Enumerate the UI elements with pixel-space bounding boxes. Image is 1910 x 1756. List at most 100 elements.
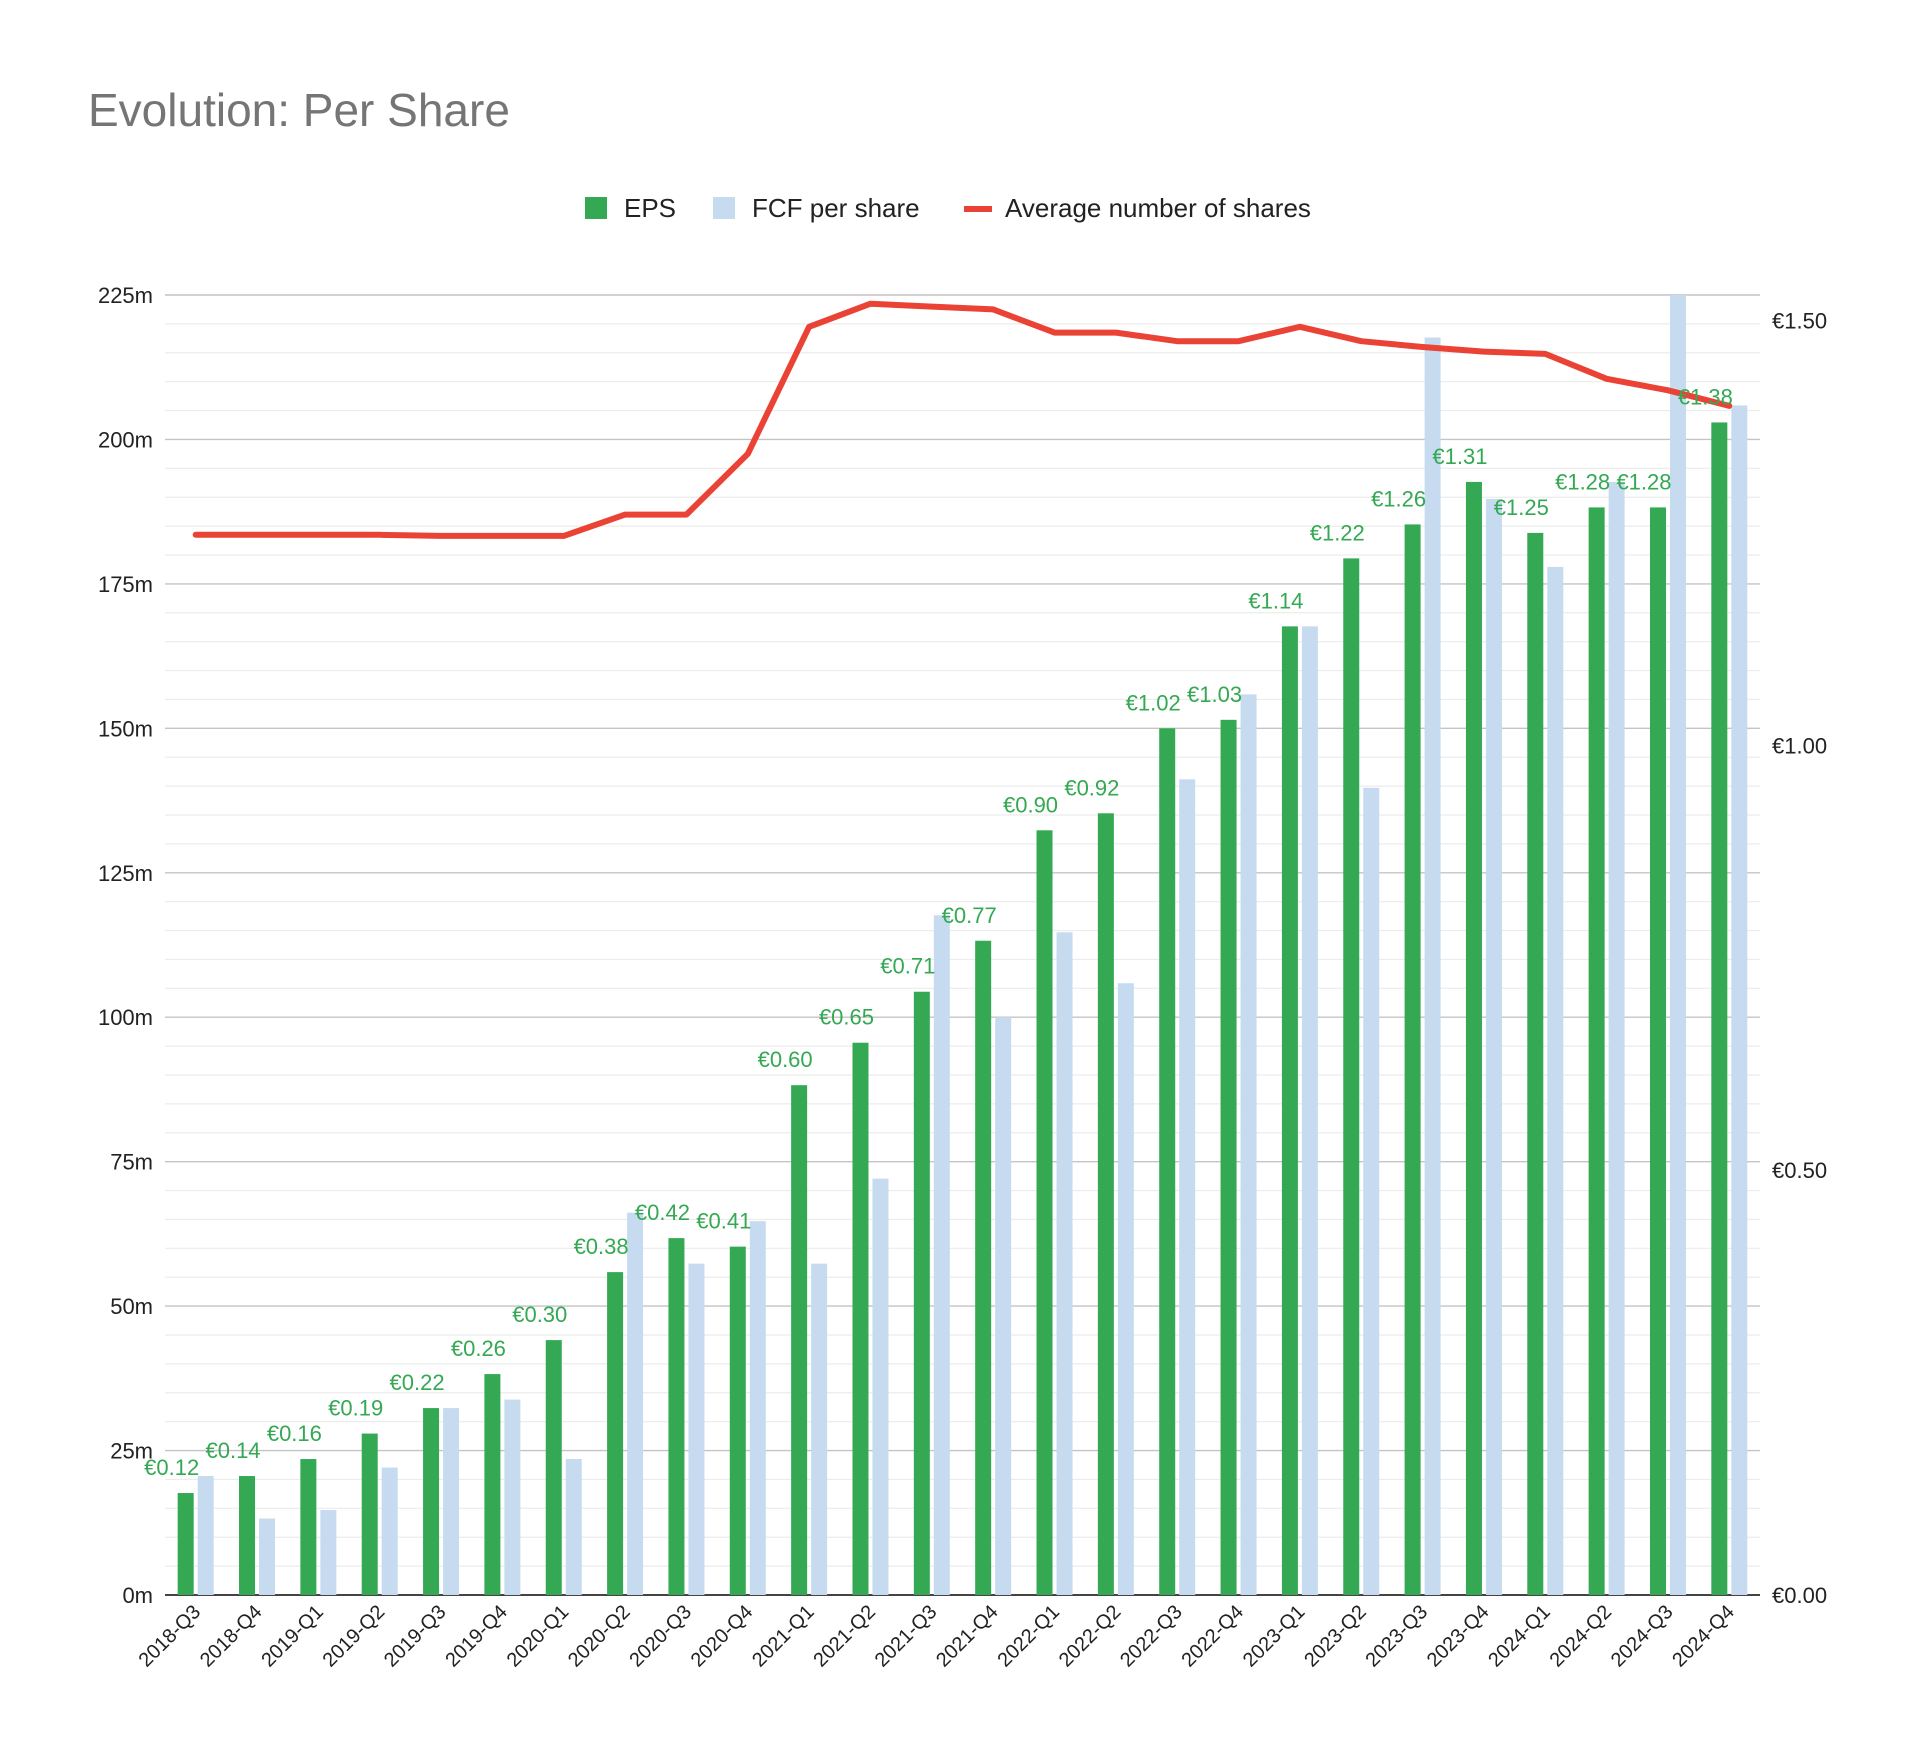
fcf-bar xyxy=(320,1510,337,1595)
x-tick-label: 2022-Q2 xyxy=(1055,1601,1126,1672)
x-tick-label: 2024-Q4 xyxy=(1668,1601,1739,1672)
fcf-bar xyxy=(259,1518,276,1595)
left-tick-label: 225m xyxy=(98,283,153,308)
left-tick-label: 125m xyxy=(98,861,153,886)
eps-bar xyxy=(1465,481,1482,1595)
eps-bar xyxy=(729,1246,746,1595)
eps-data-label: €1.03 xyxy=(1187,682,1242,707)
x-tick-label: 2022-Q4 xyxy=(1177,1601,1248,1672)
fcf-bar xyxy=(381,1467,398,1595)
fcf-bar xyxy=(1301,626,1318,1595)
eps-data-label: €1.22 xyxy=(1310,520,1365,545)
right-axis-ticks: €0.00 €0.50 €1.00 €1.50 xyxy=(1772,308,1827,1608)
x-tick-label: 2024-Q3 xyxy=(1607,1601,1678,1672)
fcf-bar xyxy=(1240,694,1257,1595)
left-tick-label: 25m xyxy=(110,1439,153,1464)
eps-data-label: €0.41 xyxy=(696,1209,751,1234)
fcf-bar xyxy=(504,1399,521,1595)
eps-bar xyxy=(423,1408,440,1595)
eps-data-label: €0.42 xyxy=(635,1200,690,1225)
x-tick-label: 2021-Q2 xyxy=(809,1601,880,1672)
x-tick-label: 2022-Q3 xyxy=(1116,1601,1187,1672)
fcf-bar xyxy=(197,1476,214,1595)
x-tick-label: 2023-Q2 xyxy=(1300,1601,1371,1672)
fcf-bar xyxy=(1117,983,1134,1595)
legend-item-fcf[interactable]: FCF per share xyxy=(713,193,920,223)
legend-item-eps[interactable]: EPS xyxy=(585,193,676,223)
fcf-bar xyxy=(995,1017,1012,1595)
left-tick-label: 50m xyxy=(110,1294,153,1319)
x-tick-label: 2023-Q3 xyxy=(1362,1601,1433,1672)
eps-data-label: €0.26 xyxy=(451,1336,506,1361)
eps-bar xyxy=(1220,719,1237,1595)
right-tick-label: €1.00 xyxy=(1772,733,1827,758)
fcf-bar xyxy=(688,1263,705,1595)
legend-swatch-fcf xyxy=(713,197,735,219)
eps-bar xyxy=(975,940,992,1595)
left-axis-ticks: 0m 25m 50m 75m 100m 125m 150m 175m 200m 225m xyxy=(98,283,153,1608)
fcf-bar xyxy=(1669,295,1686,1595)
x-tick-label: 2020-Q4 xyxy=(687,1601,758,1672)
shares-line xyxy=(192,300,1733,539)
left-tick-label: 100m xyxy=(98,1005,153,1030)
x-tick-label: 2019-Q3 xyxy=(380,1601,451,1672)
eps-bar xyxy=(913,991,930,1595)
eps-bar xyxy=(1527,532,1544,1596)
left-tick-label: 0m xyxy=(122,1583,153,1608)
eps-bar xyxy=(1711,422,1728,1596)
eps-data-label: €1.38 xyxy=(1678,384,1733,409)
x-axis-ticks: 2018-Q32018-Q42019-Q12019-Q22019-Q32019-… xyxy=(135,1601,1739,1672)
x-tick-label: 2023-Q1 xyxy=(1239,1601,1310,1672)
legend-item-shares[interactable]: Average number of shares xyxy=(964,193,1311,223)
x-tick-label: 2021-Q3 xyxy=(871,1601,942,1672)
fcf-bar xyxy=(1056,932,1073,1595)
fcf-bar xyxy=(1547,566,1564,1595)
x-tick-label: 2024-Q2 xyxy=(1546,1601,1617,1672)
shares-line-layer xyxy=(192,300,1733,539)
legend: EPS FCF per share Average number of shar… xyxy=(585,193,1311,223)
eps-data-label: €0.77 xyxy=(942,903,997,928)
right-tick-label: €1.50 xyxy=(1772,308,1827,333)
x-tick-label: 2024-Q1 xyxy=(1484,1601,1555,1672)
eps-bar xyxy=(791,1085,808,1595)
eps-data-label: €0.14 xyxy=(205,1438,260,1463)
eps-data-label: €1.02 xyxy=(1126,690,1181,715)
eps-bar xyxy=(545,1340,562,1595)
eps-data-label: €0.19 xyxy=(328,1396,383,1421)
fcf-bar xyxy=(933,915,950,1595)
x-tick-label: 2023-Q4 xyxy=(1423,1601,1494,1672)
eps-data-label: €0.92 xyxy=(1064,775,1119,800)
eps-data-label: €0.12 xyxy=(144,1455,199,1480)
left-tick-label: 75m xyxy=(110,1150,153,1175)
fcf-bar xyxy=(1485,498,1502,1595)
eps-data-label: €1.28 xyxy=(1616,469,1671,494)
fcf-bar xyxy=(811,1263,828,1595)
major-gridlines xyxy=(165,294,1760,1596)
eps-bar xyxy=(1281,626,1298,1595)
fcf-bar xyxy=(872,1178,889,1595)
eps-data-label: €0.71 xyxy=(880,954,935,979)
left-tick-label: 150m xyxy=(98,716,153,741)
eps-bar xyxy=(177,1493,194,1595)
eps-data-label: €0.38 xyxy=(574,1234,629,1259)
x-tick-label: 2018-Q4 xyxy=(196,1601,267,1672)
eps-bar xyxy=(300,1459,317,1595)
legend-label-eps: EPS xyxy=(624,193,676,223)
eps-bar xyxy=(1588,507,1605,1595)
x-tick-label: 2022-Q1 xyxy=(993,1601,1064,1672)
chart-title: Evolution: Per Share xyxy=(88,84,510,136)
eps-bar xyxy=(1159,728,1176,1595)
legend-label-shares: Average number of shares xyxy=(1005,193,1311,223)
fcf-bar xyxy=(565,1459,582,1595)
fcf-bar xyxy=(627,1212,644,1595)
eps-data-labels: €0.12€0.14 €0.16€0.19 €0.22€0.26€0.30 €0.38… xyxy=(144,384,1733,1480)
legend-label-fcf: FCF per share xyxy=(752,193,920,223)
eps-data-label: €0.22 xyxy=(390,1370,445,1395)
fcf-bar xyxy=(1608,481,1625,1595)
legend-swatch-eps xyxy=(585,197,607,219)
eps-bar xyxy=(1097,813,1114,1595)
left-tick-label: 200m xyxy=(98,427,153,452)
x-tick-label: 2021-Q4 xyxy=(932,1601,1003,1672)
x-tick-label: 2020-Q2 xyxy=(564,1601,635,1672)
eps-data-label: €1.26 xyxy=(1371,486,1426,511)
